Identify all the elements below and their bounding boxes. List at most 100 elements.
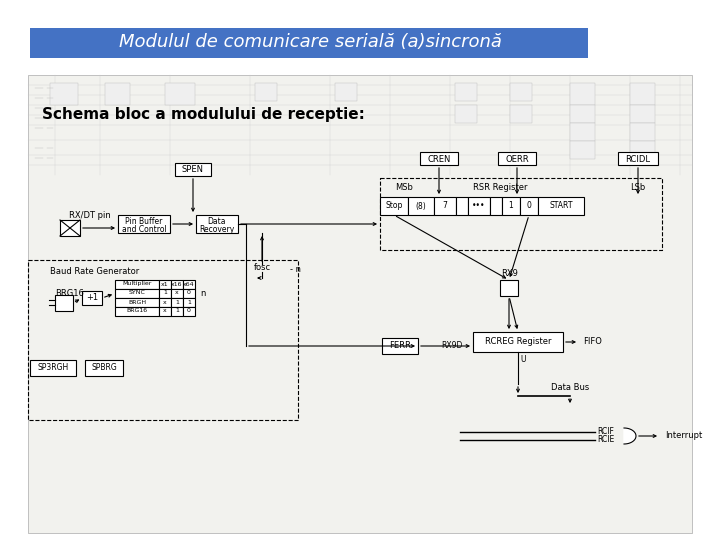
- Bar: [382, 338, 418, 354]
- Text: Stop: Stop: [385, 201, 402, 211]
- Bar: [159, 307, 171, 316]
- Bar: [255, 83, 277, 101]
- Bar: [455, 105, 477, 123]
- Bar: [618, 152, 658, 165]
- Bar: [171, 280, 183, 289]
- Text: CREN: CREN: [427, 154, 451, 164]
- Text: SYNC: SYNC: [129, 291, 145, 295]
- Text: Schema bloc a modulului de receptie:: Schema bloc a modulului de receptie:: [42, 107, 365, 123]
- Text: •••: •••: [472, 201, 486, 211]
- Bar: [380, 178, 662, 250]
- Bar: [183, 307, 195, 316]
- Text: RX9D: RX9D: [441, 341, 463, 350]
- Bar: [118, 215, 170, 233]
- Text: x: x: [175, 291, 179, 295]
- Bar: [473, 332, 563, 352]
- Text: x1: x1: [161, 281, 168, 287]
- Text: LSb: LSb: [630, 184, 645, 192]
- Bar: [630, 123, 655, 141]
- Bar: [420, 152, 458, 165]
- Text: SP3RGH: SP3RGH: [37, 363, 68, 373]
- Text: 1: 1: [175, 300, 179, 305]
- Bar: [630, 105, 655, 123]
- Bar: [55, 295, 73, 311]
- Text: BRG16: BRG16: [55, 289, 84, 299]
- Text: 0: 0: [187, 291, 191, 295]
- Bar: [570, 105, 595, 123]
- Text: Interrupt: Interrupt: [665, 431, 702, 441]
- Text: Multiplier: Multiplier: [122, 281, 152, 287]
- Bar: [175, 163, 211, 176]
- Bar: [28, 75, 692, 533]
- Bar: [50, 83, 78, 105]
- Bar: [468, 197, 490, 215]
- Text: Modulul de comunicare serială (a)sincronă: Modulul de comunicare serială (a)sincron…: [119, 33, 501, 51]
- Text: x: x: [163, 300, 167, 305]
- Bar: [82, 291, 102, 305]
- Bar: [630, 83, 655, 105]
- Text: (8): (8): [415, 201, 426, 211]
- Bar: [159, 298, 171, 307]
- Bar: [30, 360, 76, 376]
- Bar: [115, 280, 159, 289]
- Text: BRG16: BRG16: [127, 308, 148, 314]
- Bar: [171, 307, 183, 316]
- Bar: [498, 152, 536, 165]
- Text: Data: Data: [208, 218, 226, 226]
- Text: Baud Rate Generator: Baud Rate Generator: [50, 267, 139, 276]
- Text: 1: 1: [163, 291, 167, 295]
- Bar: [115, 307, 159, 316]
- Text: FIFO: FIFO: [583, 338, 602, 347]
- Text: - n: - n: [289, 266, 300, 274]
- Bar: [510, 105, 532, 123]
- Bar: [171, 298, 183, 307]
- Bar: [105, 83, 130, 105]
- Bar: [502, 197, 520, 215]
- Bar: [171, 289, 183, 298]
- Bar: [570, 141, 595, 159]
- Bar: [165, 83, 195, 105]
- Bar: [85, 360, 123, 376]
- Text: BRGH: BRGH: [128, 300, 146, 305]
- Text: RCIF: RCIF: [597, 428, 614, 436]
- Text: Data Bus: Data Bus: [551, 383, 589, 393]
- Text: MSb: MSb: [395, 184, 413, 192]
- Bar: [538, 197, 584, 215]
- Bar: [570, 83, 595, 105]
- Bar: [490, 197, 502, 215]
- Text: 1: 1: [508, 201, 513, 211]
- Bar: [456, 197, 468, 215]
- Text: U: U: [521, 355, 526, 364]
- Text: 7: 7: [443, 201, 447, 211]
- Text: RX/DT pin: RX/DT pin: [69, 211, 111, 219]
- Text: RX9: RX9: [502, 268, 518, 278]
- Bar: [510, 83, 532, 101]
- Bar: [115, 298, 159, 307]
- Text: Pin Buffer: Pin Buffer: [125, 218, 163, 226]
- Bar: [408, 197, 434, 215]
- Text: FERR: FERR: [389, 341, 411, 350]
- Text: 0: 0: [526, 201, 531, 211]
- Text: +1: +1: [86, 294, 98, 302]
- Text: SPEN: SPEN: [182, 165, 204, 174]
- Text: RCIE: RCIE: [597, 435, 614, 444]
- Text: SPBRG: SPBRG: [91, 363, 117, 373]
- Bar: [380, 197, 408, 215]
- Text: Recovery: Recovery: [199, 225, 235, 233]
- Bar: [60, 220, 80, 236]
- Bar: [183, 280, 195, 289]
- Text: START: START: [549, 201, 572, 211]
- Text: RCREG Register: RCREG Register: [485, 338, 552, 347]
- Text: n: n: [200, 289, 205, 298]
- Text: x: x: [163, 308, 167, 314]
- Bar: [335, 83, 357, 101]
- Bar: [159, 289, 171, 298]
- Text: x16: x16: [171, 281, 183, 287]
- Bar: [183, 289, 195, 298]
- Bar: [520, 197, 538, 215]
- Bar: [30, 28, 588, 58]
- Bar: [183, 298, 195, 307]
- Bar: [159, 280, 171, 289]
- Text: x64: x64: [183, 281, 195, 287]
- Bar: [500, 280, 518, 296]
